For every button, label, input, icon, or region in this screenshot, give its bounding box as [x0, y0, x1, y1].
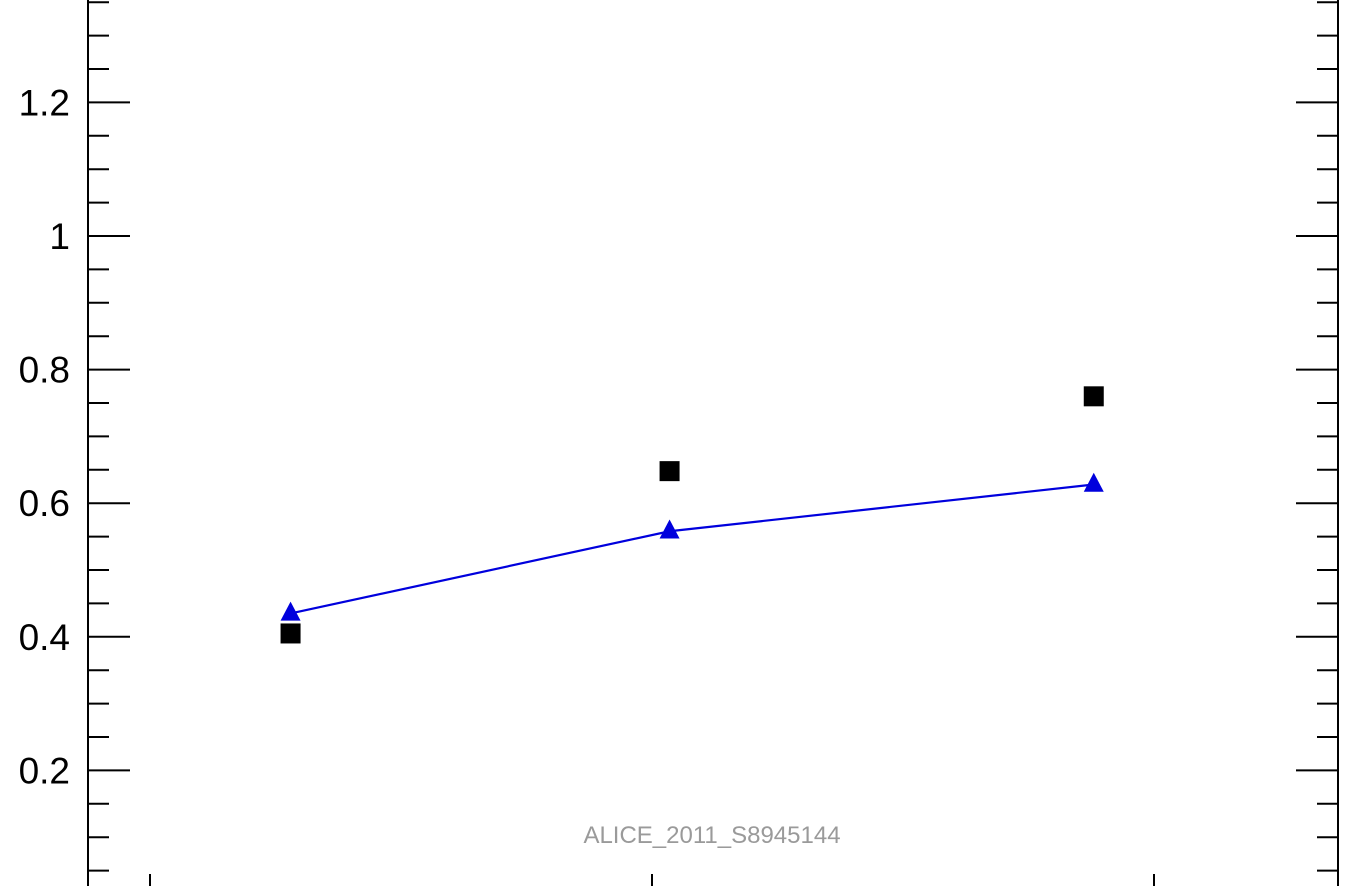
y-tick-label: 0.2 — [19, 750, 70, 791]
y-tick-label: 0.8 — [19, 350, 70, 391]
plot-frame — [87, 0, 1339, 886]
y-tick-label: 1 — [49, 216, 70, 257]
y-tick-label: 1.2 — [19, 82, 70, 123]
triangle-data-point — [1083, 472, 1104, 492]
square-data-point — [1083, 386, 1104, 407]
y-axis-tick-labels: 0.2 0.4 0.6 0.8 1 1.2 — [19, 82, 70, 791]
square-data-point — [280, 623, 301, 644]
y-tick-label: 0.4 — [19, 617, 70, 658]
square-data-point — [659, 461, 680, 482]
series-line — [290, 483, 1094, 615]
watermark-label: ALICE_2011_S8945144 — [583, 822, 840, 849]
data-series — [280, 386, 1104, 644]
triangle-data-point — [280, 601, 301, 621]
x-axis-ticks — [149, 874, 1155, 886]
y-tick-label: 0.6 — [19, 483, 70, 524]
series-square — [280, 386, 1104, 644]
series-triangle — [280, 472, 1104, 621]
y-axis-ticks — [88, 1, 1338, 872]
triangle-data-point — [659, 519, 680, 539]
